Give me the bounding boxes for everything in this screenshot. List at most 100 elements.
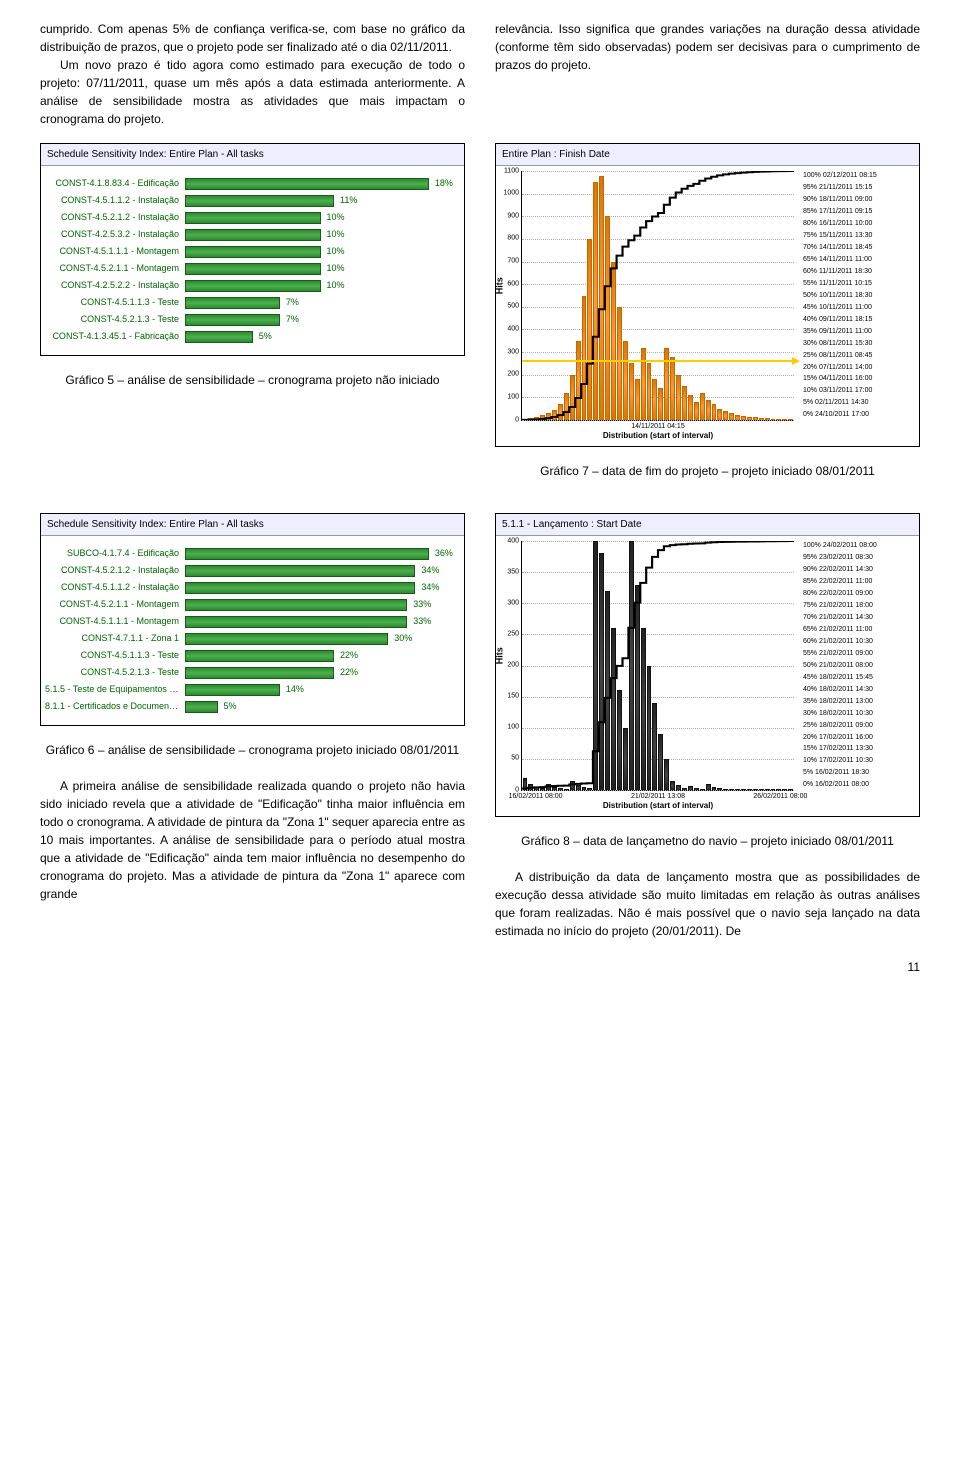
hist-bar xyxy=(635,585,640,790)
bar-value: 34% xyxy=(421,581,439,595)
hist-bar xyxy=(534,787,539,790)
sensitivity-row: CONST-4.1.8.83.4 - Edificação18% xyxy=(45,177,456,191)
y-tick: 100 xyxy=(497,392,519,403)
para-bottom-right: A distribuição da data de lançamento mos… xyxy=(495,868,920,940)
bar xyxy=(185,297,280,309)
y-tick: 400 xyxy=(497,324,519,335)
hist-bar xyxy=(641,628,646,790)
row-label: SUBCO-4.1.7.4 - Edificação xyxy=(45,547,185,561)
hist-bar xyxy=(582,296,587,421)
bar-value: 14% xyxy=(286,683,304,697)
sensitivity-row: CONST-4.5.2.1.3 - Teste22% xyxy=(45,666,456,680)
hist-bar xyxy=(735,789,740,790)
sensitivity-row: CONST-4.5.1.1.2 - Instalação11% xyxy=(45,194,456,208)
bar-value: 34% xyxy=(421,564,439,578)
cum-freq-label: 15% 04/11/2011 16:00 xyxy=(803,374,919,385)
hist-bar xyxy=(599,553,604,790)
right-col-text: relevância. Isso significa que grandes v… xyxy=(495,20,920,128)
hist-bar xyxy=(782,789,787,790)
chart8-title: 5.1.1 - Lançamento : Start Date xyxy=(496,514,919,536)
hist-bar xyxy=(694,788,699,790)
bar xyxy=(185,616,407,628)
sensitivity-row: CONST-4.5.2.1.3 - Teste7% xyxy=(45,313,456,327)
cum-freq-label: 80% 22/02/2011 09:00 xyxy=(803,589,919,600)
hist-bar xyxy=(676,785,681,790)
bar xyxy=(185,701,218,713)
chart6-title: Schedule Sensitivity Index: Entire Plan … xyxy=(41,514,464,536)
charts-row-2: Schedule Sensitivity Index: Entire Plan … xyxy=(40,498,920,940)
row-label: CONST-4.5.2.1.2 - Instalação xyxy=(45,564,185,578)
y-tick: 50 xyxy=(497,754,519,765)
sensitivity-row: CONST-4.5.2.1.2 - Instalação 34% xyxy=(45,564,456,578)
sensitivity-row: 8.1.1 - Certificados e Documentos5% xyxy=(45,700,456,714)
bar-value: 22% xyxy=(340,649,358,663)
bar xyxy=(185,178,429,190)
hist-bar xyxy=(729,413,734,420)
sensitivity-row: CONST-4.5.1.1.2 - Instalação34% xyxy=(45,581,456,595)
chart7-title: Entire Plan : Finish Date xyxy=(496,144,919,166)
bar-value: 7% xyxy=(286,296,299,310)
hist-bar xyxy=(741,789,746,790)
para-2-left: Um novo prazo é tido agora como estimado… xyxy=(40,56,465,128)
hist-bar xyxy=(593,182,598,420)
bar-value: 5% xyxy=(259,330,272,344)
cum-freq-label: 90% 22/02/2011 14:30 xyxy=(803,565,919,576)
cum-freq-label: 5% 16/02/2011 18:30 xyxy=(803,768,919,779)
bar-track: 5% xyxy=(185,330,456,344)
hist-bar xyxy=(712,404,717,420)
bar xyxy=(185,195,334,207)
bar-track: 36% xyxy=(185,547,456,561)
chart6-caption: Gráfico 6 – análise de sensibilidade – c… xyxy=(40,741,465,759)
hist-bar xyxy=(729,789,734,790)
row-label: CONST-4.5.1.1.2 - Instalação xyxy=(45,194,185,208)
hist-bar xyxy=(688,395,693,420)
bar-track: 34% xyxy=(185,564,456,578)
bar-track: 11% xyxy=(185,194,456,208)
hist-bar xyxy=(652,703,657,790)
hist-bar xyxy=(540,788,545,790)
hist-bar xyxy=(747,417,752,420)
x-tick: 16/02/2011 08:00 xyxy=(509,792,563,803)
sensitivity-row: CONST-4.1.3.45.1 - Fabricação5% xyxy=(45,330,456,344)
hist-bar xyxy=(788,789,793,790)
bar xyxy=(185,314,280,326)
hist-bar xyxy=(753,417,758,420)
chart6-col: Schedule Sensitivity Index: Entire Plan … xyxy=(40,498,465,940)
bar-track: 10% xyxy=(185,228,456,242)
chart8-body: 050100150200250300350400HitsDistribution… xyxy=(496,536,919,816)
hist-bar xyxy=(587,239,592,420)
y-axis-label: Hits xyxy=(493,277,507,294)
cum-freq-label: 45% 18/02/2011 15:45 xyxy=(803,673,919,684)
sensitivity-row: CONST-4.5.1.1.1 - Montagem10% xyxy=(45,245,456,259)
bar-track: 7% xyxy=(185,296,456,310)
sensitivity-row: CONST-4.2.5.3.2 - Instalação10% xyxy=(45,228,456,242)
bar-value: 18% xyxy=(435,177,453,191)
bar-track: 10% xyxy=(185,211,456,225)
bar-track: 22% xyxy=(185,649,456,663)
sensitivity-row: SUBCO-4.1.7.4 - Edificação36% xyxy=(45,547,456,561)
cum-freq-label: 10% 03/11/2011 17:00 xyxy=(803,386,919,397)
chart8-caption: Gráfico 8 – data de lançametno do navio … xyxy=(495,832,920,850)
page-number: 11 xyxy=(40,960,920,974)
row-label: CONST-4.5.2.1.1 - Montagem xyxy=(45,262,185,276)
chart6-body: SUBCO-4.1.7.4 - Edificação36%CONST-4.5.2… xyxy=(41,536,464,725)
cum-freq-label: 35% 18/02/2011 13:00 xyxy=(803,697,919,708)
hist-bar xyxy=(570,781,575,790)
row-label: CONST-4.5.1.1.1 - Montagem xyxy=(45,615,185,629)
cum-freq-label: 40% 18/02/2011 14:30 xyxy=(803,685,919,696)
hist-bar xyxy=(623,728,628,790)
cum-freq-label: 45% 10/11/2011 11:00 xyxy=(803,303,919,314)
hist-bar xyxy=(593,541,598,790)
cum-freq-label: 90% 18/11/2011 09:00 xyxy=(803,195,919,206)
hist-bar xyxy=(694,402,699,420)
para-1-left: cumprido. Com apenas 5% de confiança ver… xyxy=(40,20,465,56)
hist-bar xyxy=(641,348,646,420)
hist-bar xyxy=(670,357,675,420)
hist-bar xyxy=(605,216,610,420)
bar xyxy=(185,565,415,577)
bar xyxy=(185,582,415,594)
sensitivity-row: CONST-4.5.2.1.2 - Instalação10% xyxy=(45,211,456,225)
cum-freq-label: 25% 08/11/2011 08:45 xyxy=(803,351,919,362)
cum-freq-label: 40% 09/11/2011 18:15 xyxy=(803,315,919,326)
hist-bar xyxy=(564,393,569,420)
